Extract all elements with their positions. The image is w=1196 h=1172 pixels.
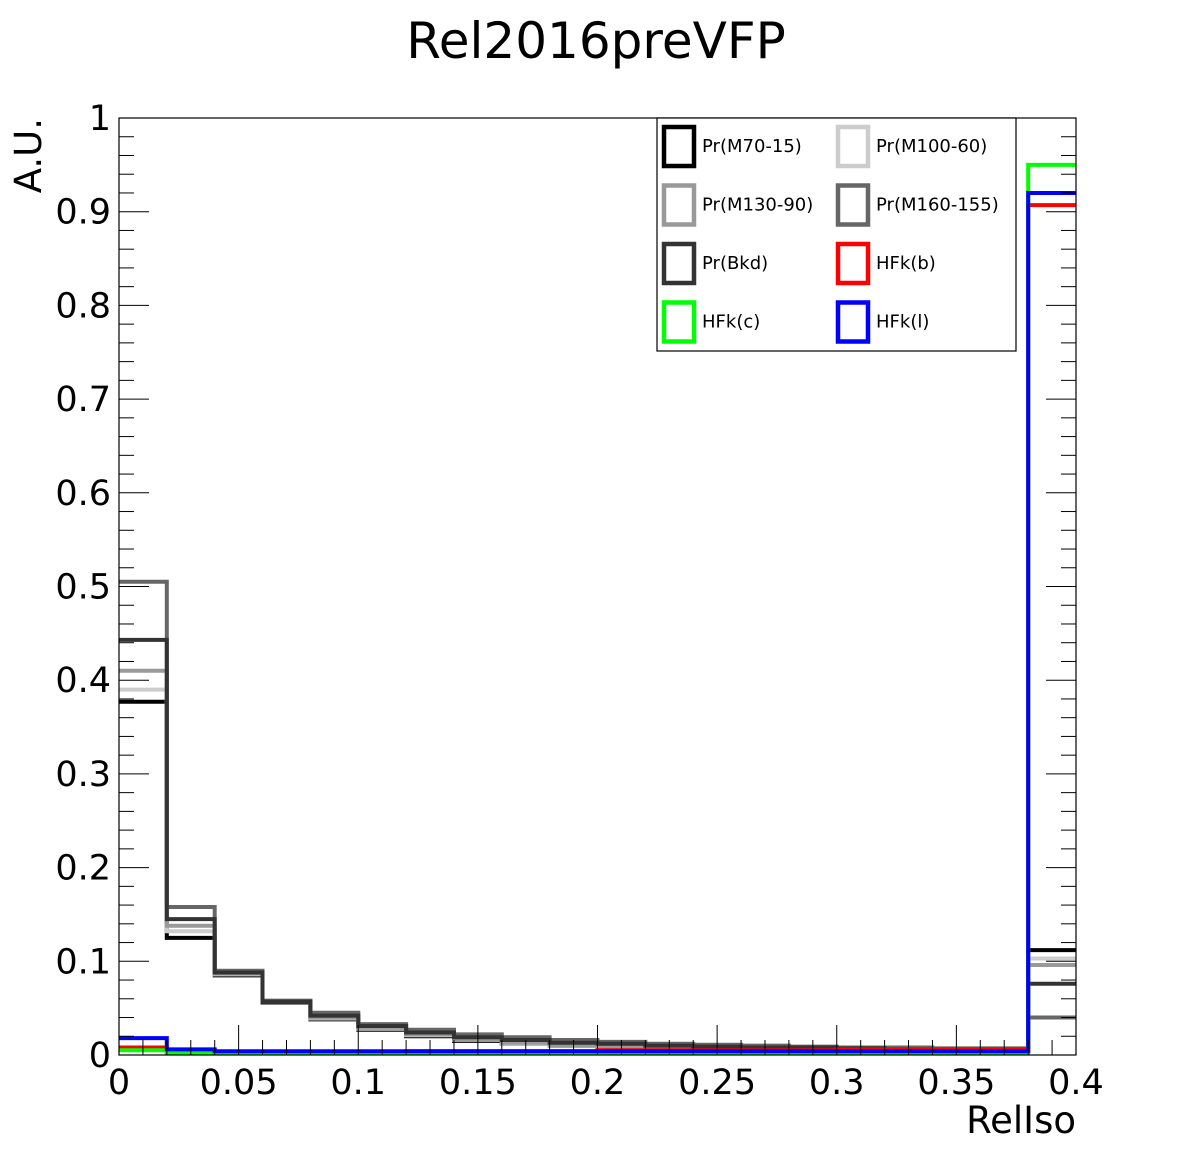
x-tick-label: 0.1 (330, 1063, 386, 1103)
y-tick-label: 1 (89, 99, 111, 139)
y-tick-label: 0.7 (55, 380, 111, 420)
y-tick-label: 0.1 (55, 942, 111, 982)
legend-label: HFk(c) (702, 312, 760, 333)
y-tick-label: 0.4 (55, 661, 111, 701)
legend-label: Pr(M100-60) (876, 136, 987, 157)
chart-title: Rel2016preVFP (406, 12, 785, 70)
legend-swatch (661, 183, 697, 227)
legend-label: Pr(Bkd) (702, 253, 768, 274)
y-tick-label: 0.5 (55, 568, 111, 608)
y-tick-label: 0.2 (55, 849, 111, 889)
y-tick-label: 0 (89, 1036, 111, 1076)
x-tick-label: 0.25 (678, 1063, 756, 1103)
y-tick-label: 0.6 (55, 474, 111, 514)
legend-label: HFk(l) (876, 312, 929, 333)
legend-swatch (661, 241, 697, 286)
legend-label: Pr(M70-15) (702, 136, 802, 157)
legend-label: Pr(M130-90) (702, 195, 813, 216)
x-tick-label: 0.15 (439, 1063, 517, 1103)
legend-swatch (835, 241, 871, 286)
axes-layer: 0 0.1 0.2 0.3 0.4 0.5 0.6 0.7 0.8 0.9 1 0 0.05 0.1 0.1… (55, 99, 1104, 1103)
x-tick-label: 0.35 (917, 1063, 995, 1103)
x-tick-label: 0.4 (1048, 1063, 1104, 1103)
legend-swatch (835, 183, 871, 227)
y-tick-label: 0.3 (55, 755, 111, 795)
legend-swatch (661, 124, 697, 169)
legend-label: Pr(M160-155) (876, 195, 999, 216)
legend-swatch (661, 300, 697, 344)
legend-swatch (835, 124, 871, 169)
series-line-4 (119, 637, 1076, 1052)
y-tick-label: 0.8 (55, 286, 111, 326)
x-tick-label: 0.05 (200, 1063, 278, 1103)
y-tick-label: 0.9 (55, 193, 111, 233)
x-axis-label: RelIso (966, 1099, 1076, 1142)
x-tick-label: 0 (108, 1063, 130, 1103)
legend: Pr(M70-15) Pr(M100-60) Pr(M130-90) Pr(M160-… (656, 117, 1017, 352)
x-tick-label: 0.3 (809, 1063, 865, 1103)
legend-swatch (835, 300, 871, 344)
legend-label: HFk(b) (876, 253, 936, 274)
y-axis-label: A.U. (7, 118, 50, 193)
x-tick-label: 0.2 (570, 1063, 626, 1103)
